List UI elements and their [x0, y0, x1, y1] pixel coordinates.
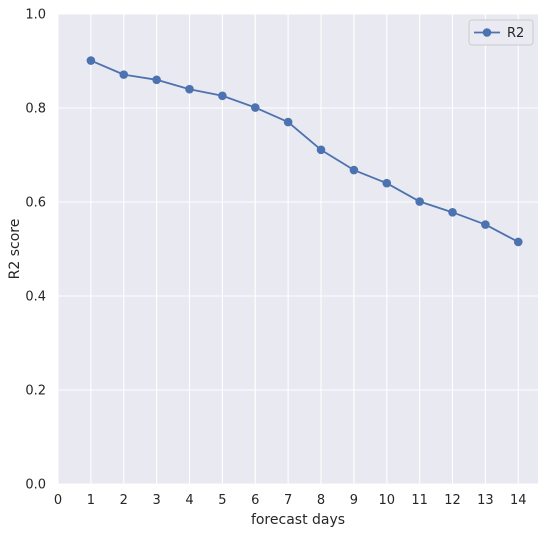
data-point [481, 220, 490, 229]
legend-marker-swatch [482, 28, 492, 37]
data-point [316, 145, 326, 155]
data-point [119, 70, 129, 79]
x-tick-label: 14 [510, 493, 527, 508]
data-point [513, 237, 523, 247]
x-tick-label: 7 [284, 493, 292, 508]
y-axis-label: R2 score [7, 219, 23, 280]
x-tick-label: 13 [477, 493, 494, 508]
legend-label-r2: R2 [507, 26, 524, 41]
y-tick-label: 0.2 [25, 384, 46, 399]
x-tick-label: 11 [411, 493, 428, 508]
x-tick-label: 4 [185, 493, 193, 508]
x-tick-label: 6 [251, 493, 259, 508]
x-tick-label: 0 [54, 493, 62, 508]
data-point [415, 197, 424, 206]
data-point [349, 165, 359, 175]
x-axis-ticks: 0 1 2 3 4 5 6 7 8 9 10 11 12 13 14 [54, 493, 527, 508]
data-point [152, 75, 161, 85]
y-tick-label: 0.8 [25, 102, 46, 117]
y-tick-label: 1.0 [25, 8, 46, 23]
data-point [283, 117, 293, 127]
data-point [218, 91, 227, 101]
data-point [250, 103, 260, 112]
legend: R2 [468, 19, 534, 46]
x-tick-label: 10 [378, 493, 395, 508]
x-axis-label: forecast days [251, 512, 345, 528]
plot-area [58, 14, 538, 484]
y-tick-label: 0.4 [25, 290, 46, 305]
x-tick-label: 5 [218, 493, 226, 508]
data-point [382, 178, 392, 188]
data-point [448, 208, 457, 217]
y-axis-ticks: 0.0 0.2 0.4 0.6 0.8 1.0 [25, 8, 46, 493]
x-tick-label: 9 [350, 493, 358, 508]
series-line-r2 [90, 59, 519, 243]
x-tick-label: 3 [152, 493, 160, 508]
y-tick-label: 0.6 [25, 196, 46, 211]
data-point [185, 84, 194, 94]
x-tick-label: 2 [120, 493, 128, 508]
y-tick-label: 0.0 [25, 478, 46, 493]
x-tick-label: 8 [317, 493, 325, 508]
legend-box [468, 19, 534, 46]
x-tick-label: 12 [444, 493, 461, 508]
data-point [86, 56, 96, 65]
series-layer [86, 56, 523, 247]
x-tick-label: 1 [87, 493, 95, 508]
